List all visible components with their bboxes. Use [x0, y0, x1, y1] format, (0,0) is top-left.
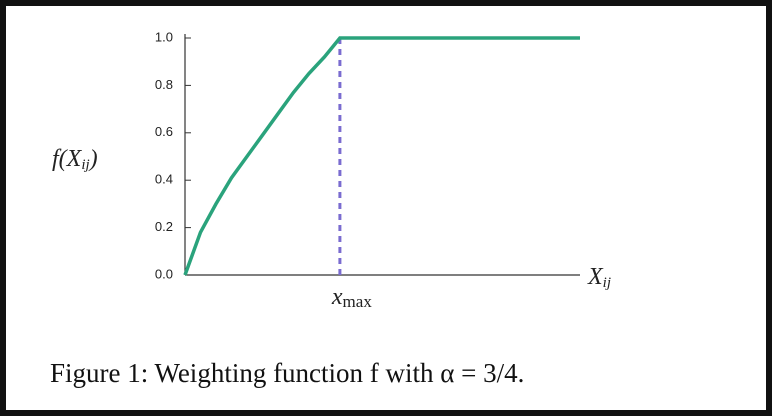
y-label-close: ): [88, 146, 98, 172]
y-tick-label: 0.2: [155, 219, 173, 234]
annotation-sub: max: [343, 292, 373, 311]
x-label-sub: ij: [603, 275, 611, 291]
annotation-base: x: [331, 284, 343, 310]
annotation: xmax: [331, 284, 372, 311]
x-label-base: X: [587, 264, 604, 290]
y-tick-label: 0.0: [155, 266, 173, 281]
y-tick-label: 0.4: [155, 172, 173, 187]
y-tick-label: 0.6: [155, 124, 173, 139]
y-tick-label: 1.0: [155, 29, 173, 44]
y-axis-label: f(Xij): [52, 146, 98, 174]
line: [183, 36, 580, 276]
y-label-base: f(X: [52, 146, 83, 172]
caption: Figure 1: Weighting function f with α = …: [50, 358, 524, 388]
x-axis-label: Xij: [587, 264, 611, 292]
y-label-sub: ij: [81, 157, 89, 173]
panel: [6, 6, 766, 410]
y-tick-label: 0.8: [155, 77, 173, 92]
